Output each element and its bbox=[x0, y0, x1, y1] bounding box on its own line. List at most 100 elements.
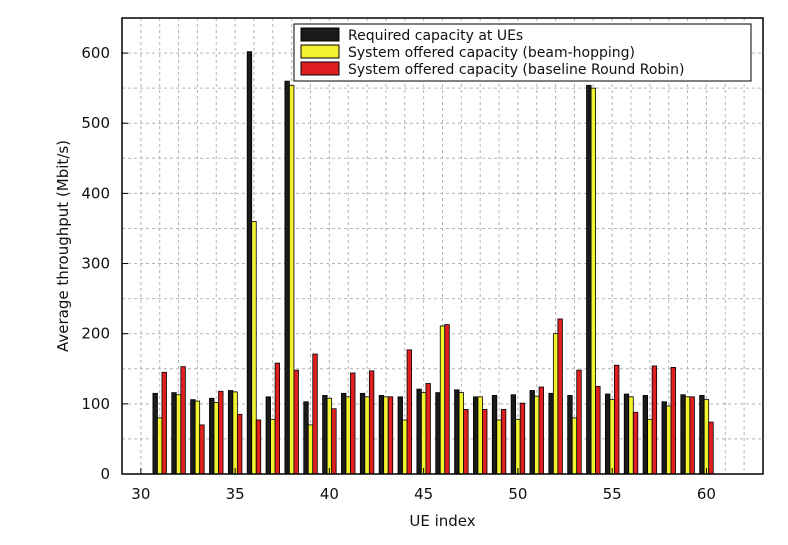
bar bbox=[623, 393, 630, 475]
bar bbox=[378, 395, 385, 475]
y-tick-label: 500 bbox=[81, 114, 110, 132]
bar bbox=[454, 389, 460, 475]
legend-swatch bbox=[300, 61, 340, 76]
bar bbox=[628, 396, 634, 475]
bar bbox=[534, 395, 540, 475]
bar bbox=[500, 409, 507, 475]
bar bbox=[364, 396, 370, 475]
bar bbox=[255, 419, 262, 475]
bar bbox=[439, 325, 446, 475]
y-tick-label: 200 bbox=[81, 325, 110, 343]
x-tick-label: 55 bbox=[603, 485, 622, 503]
bar bbox=[538, 386, 544, 475]
bar bbox=[458, 392, 465, 475]
bar bbox=[670, 366, 676, 475]
bar bbox=[425, 383, 431, 475]
bar bbox=[651, 365, 658, 475]
bar bbox=[251, 221, 257, 475]
y-axis-label: Average throughput (Mbit/s) bbox=[54, 140, 72, 352]
bar bbox=[482, 409, 488, 475]
bar bbox=[647, 418, 653, 475]
bar bbox=[496, 419, 502, 475]
bar bbox=[152, 392, 158, 475]
bar bbox=[680, 394, 686, 475]
bar bbox=[397, 396, 403, 475]
bar bbox=[661, 401, 667, 475]
bar bbox=[703, 399, 710, 475]
bar bbox=[213, 402, 219, 475]
bar bbox=[548, 392, 554, 475]
bar bbox=[515, 418, 521, 475]
bar bbox=[175, 394, 182, 475]
bar bbox=[322, 395, 328, 475]
bar bbox=[614, 364, 620, 475]
x-tick-label: 60 bbox=[697, 485, 716, 503]
bar bbox=[341, 392, 347, 475]
bar bbox=[689, 396, 695, 475]
legend-box bbox=[293, 23, 752, 82]
x-tick-label: 45 bbox=[414, 485, 433, 503]
bar bbox=[387, 396, 394, 475]
x-tick-label: 35 bbox=[226, 485, 245, 503]
bar bbox=[684, 396, 691, 475]
bar bbox=[604, 393, 611, 475]
bar bbox=[576, 369, 582, 475]
bar bbox=[312, 353, 318, 475]
legend-entry: System offered capacity (baseline Round … bbox=[348, 62, 685, 78]
bar bbox=[519, 402, 526, 475]
bar bbox=[435, 392, 441, 475]
bar bbox=[157, 417, 163, 475]
bar bbox=[567, 395, 573, 475]
bar bbox=[190, 399, 196, 475]
bars bbox=[152, 51, 714, 475]
bar bbox=[194, 400, 201, 475]
bar bbox=[552, 333, 559, 475]
bar bbox=[331, 408, 337, 475]
legend-entry: Required capacity at UEs bbox=[348, 28, 523, 44]
bar bbox=[402, 419, 408, 475]
x-tick-label: 30 bbox=[131, 485, 150, 503]
bar bbox=[236, 413, 243, 475]
y-tick-label: 100 bbox=[81, 395, 110, 413]
bar bbox=[284, 80, 290, 475]
legend-swatch bbox=[300, 44, 340, 59]
plot-frame bbox=[121, 17, 764, 475]
y-tick-label: 400 bbox=[81, 184, 110, 202]
bar bbox=[529, 390, 535, 475]
bar bbox=[180, 366, 186, 475]
bar bbox=[632, 411, 639, 475]
bar bbox=[209, 397, 215, 475]
bar bbox=[510, 394, 517, 475]
bar bbox=[368, 370, 375, 475]
bar bbox=[161, 371, 167, 475]
bar bbox=[289, 84, 295, 475]
bar bbox=[326, 397, 333, 475]
y-tick-label: 300 bbox=[81, 255, 110, 273]
x-axis-label: UE index bbox=[409, 512, 475, 530]
bar bbox=[586, 84, 592, 475]
bar bbox=[595, 385, 601, 475]
bar bbox=[642, 395, 649, 475]
bar bbox=[666, 405, 672, 475]
bar bbox=[463, 409, 469, 475]
x-tick-label: 40 bbox=[320, 485, 339, 503]
bar bbox=[473, 396, 479, 475]
bar bbox=[270, 418, 276, 475]
bar bbox=[307, 424, 314, 475]
bar bbox=[293, 369, 299, 475]
bar bbox=[227, 390, 234, 475]
bar bbox=[303, 401, 309, 475]
y-tick-label: 0 bbox=[100, 465, 110, 483]
bar bbox=[699, 395, 705, 475]
bar bbox=[571, 417, 578, 475]
y-tick-label: 600 bbox=[81, 44, 110, 62]
x-tick-label: 50 bbox=[508, 485, 527, 503]
bar bbox=[265, 396, 271, 475]
bar bbox=[383, 396, 389, 475]
bar bbox=[444, 324, 450, 475]
bar bbox=[609, 399, 615, 475]
bar bbox=[171, 392, 177, 475]
bar bbox=[199, 424, 205, 475]
legend-entry: System offered capacity (beam-hopping) bbox=[348, 45, 635, 61]
